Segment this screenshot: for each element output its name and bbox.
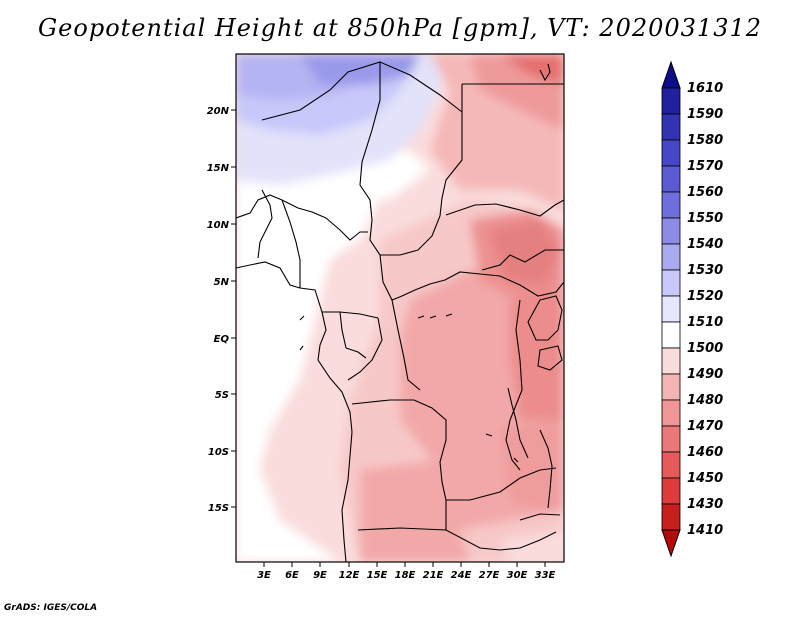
colorbar-swatch — [661, 347, 681, 375]
lon-label: 6E — [285, 570, 299, 581]
colorbar-label: 1510 — [687, 315, 723, 330]
triangle-down-icon — [661, 529, 681, 558]
lat-label: 10N — [207, 220, 230, 231]
lon-label: 33E — [535, 570, 556, 581]
map-title: Geopotential Height at 850hPa [gpm], VT:… — [38, 14, 762, 42]
lon-label: 24E — [451, 570, 472, 581]
colorbar-label: 1460 — [687, 445, 723, 460]
lat-label: 5S — [215, 390, 229, 401]
colorbar-label: 1410 — [687, 523, 723, 538]
colorbar-swatch — [661, 243, 681, 271]
colorbar-swatch — [661, 321, 681, 349]
lat-label: 20N — [207, 106, 230, 117]
colorbar-swatch — [661, 269, 681, 297]
colorbar-label: 1520 — [687, 289, 723, 304]
grads-credit: GrADS: IGES/COLA — [4, 603, 98, 613]
colorbar-swatch — [661, 477, 681, 505]
map-frame — [235, 53, 565, 563]
colorbar-swatch — [661, 87, 681, 115]
colorbar-swatch — [661, 217, 681, 245]
colorbar-swatch — [661, 113, 681, 141]
colorbar-swatch — [661, 425, 681, 453]
colorbar-label: 1550 — [687, 211, 723, 226]
lat-label: EQ — [214, 334, 230, 345]
colorbar-label: 1530 — [687, 263, 723, 278]
colorbar-swatch — [661, 191, 681, 219]
colorbar: 1610 1590 1580 1570 1560 1550 1540 1530 … — [661, 60, 723, 558]
colorbar-label: 1490 — [687, 367, 723, 382]
triangle-up-icon — [661, 60, 681, 89]
colorbar-swatch — [661, 399, 681, 427]
lat-label: 10S — [208, 447, 229, 458]
height-field — [236, 54, 564, 562]
lat-label: 15N — [207, 163, 230, 174]
colorbar-label: 1590 — [687, 107, 723, 122]
colorbar-label: 1450 — [687, 471, 723, 486]
lon-label: 30E — [507, 570, 528, 581]
colorbar-swatch — [661, 451, 681, 479]
lon-label: 3E — [257, 570, 271, 581]
lon-label: 12E — [339, 570, 360, 581]
latitude-axis: 20N 15N 10N 5N EQ 5S 10S 15S — [207, 106, 236, 514]
lon-label: 15E — [367, 570, 388, 581]
country-borders — [236, 61, 564, 562]
lon-label: 18E — [395, 570, 416, 581]
lon-label: 21E — [423, 570, 444, 581]
colorbar-swatch — [661, 373, 681, 401]
colorbar-swatch — [661, 139, 681, 167]
colorbar-label: 1560 — [687, 185, 723, 200]
colorbar-label: 1580 — [687, 133, 723, 148]
colorbar-label: 1480 — [687, 393, 723, 408]
longitude-axis: 3E 6E 9E 12E 15E 18E 21E 24E 27E 30E 33E — [257, 562, 556, 581]
lon-label: 9E — [313, 570, 327, 581]
lat-label: 5N — [214, 277, 230, 288]
colorbar-swatch — [661, 295, 681, 323]
colorbar-label: 1610 — [687, 81, 723, 96]
colorbar-label: 1500 — [687, 341, 723, 356]
colorbar-label: 1540 — [687, 237, 723, 252]
lat-label: 15S — [208, 503, 229, 514]
lon-label: 27E — [479, 570, 500, 581]
colorbar-label: 1430 — [687, 497, 723, 512]
colorbar-swatch — [661, 165, 681, 193]
colorbar-label: 1470 — [687, 419, 723, 434]
colorbar-label: 1570 — [687, 159, 723, 174]
colorbar-swatch — [661, 503, 681, 531]
